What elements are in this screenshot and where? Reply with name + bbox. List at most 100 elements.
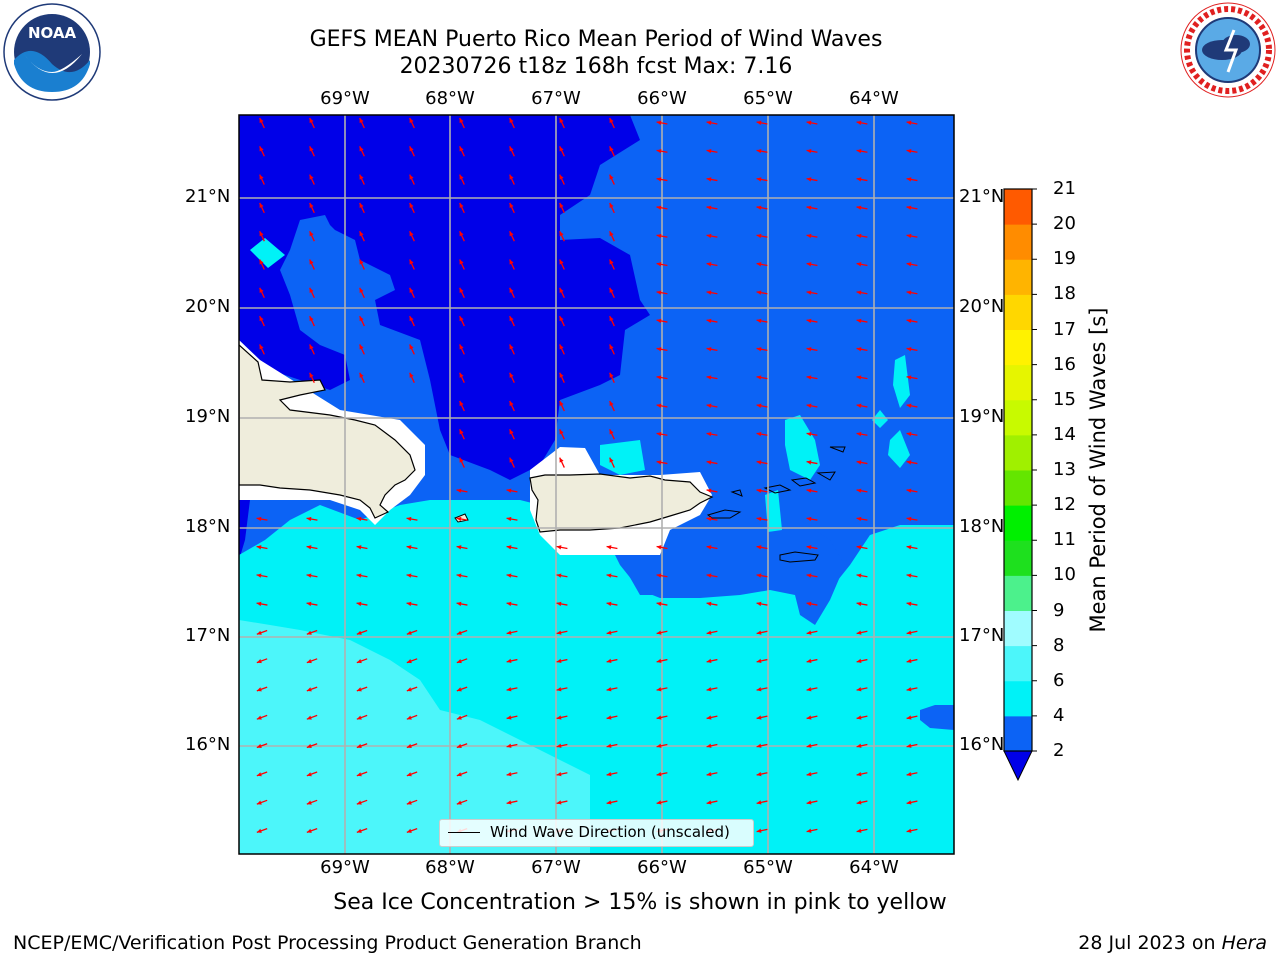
wave-direction-arrowhead	[756, 658, 762, 664]
wave-direction-arrowhead	[806, 375, 812, 380]
wave-direction-arrowhead	[906, 771, 912, 777]
wave-direction-arrowhead	[906, 488, 912, 493]
wave-direction-arrowhead	[506, 658, 512, 664]
contour-band-6-8	[239, 620, 590, 854]
wave-direction-arrowhead	[706, 488, 712, 493]
wave-direction-arrowhead	[806, 828, 812, 833]
wave-direction-arrowhead	[606, 601, 612, 607]
wave-direction-arrowhead	[509, 372, 514, 378]
wave-direction-arrowhead	[856, 715, 862, 720]
lat-label-left-21n: 21°N	[185, 186, 231, 207]
wave-direction-arrowhead	[656, 800, 662, 805]
wave-direction-arrowhead	[906, 573, 912, 578]
wave-direction-arrowhead	[406, 630, 412, 635]
wave-direction-arrowhead	[756, 177, 762, 182]
wave-direction-arrowhead	[409, 202, 414, 208]
lon-label-top-67w: 67°W	[531, 88, 581, 109]
wave-direction-arrowhead	[406, 715, 412, 720]
lon-label-bottom-67w: 67°W	[531, 857, 581, 878]
wave-direction-arrowhead	[359, 316, 364, 322]
wave-direction-arrowhead	[459, 231, 464, 237]
wave-direction-arrowhead	[456, 488, 462, 493]
wave-direction-arrowhead	[706, 148, 712, 154]
colorbar-segment	[1004, 224, 1032, 260]
wave-direction-arrowhead	[756, 545, 762, 550]
lat-label-right-21n: 21°N	[959, 186, 1005, 207]
lon-label-top-64w: 64°W	[849, 88, 899, 109]
wave-direction-arrowhead	[856, 148, 862, 154]
wave-direction-arrowhead	[509, 429, 514, 435]
wave-direction-arrowhead	[806, 771, 812, 777]
lon-label-bottom-65w: 65°W	[743, 857, 793, 878]
colorbar-segment	[1004, 434, 1032, 471]
wave-direction-arrowhead	[906, 545, 912, 550]
wave-direction-arrowhead	[406, 687, 412, 692]
colorbar-segment	[1004, 715, 1032, 752]
wave-direction-arrowhead	[656, 743, 662, 748]
noaa-logo-text: NOAA	[28, 24, 77, 42]
wave-direction-arrowhead	[456, 800, 462, 805]
lat-label-left-19n: 19°N	[185, 406, 231, 427]
wave-direction-arrowhead	[459, 174, 464, 180]
colorbar-tick-label: 10	[1053, 564, 1076, 586]
wave-direction-arrowhead	[806, 573, 812, 578]
wave-direction-arrowhead	[856, 630, 862, 635]
colorbar-segment	[1004, 399, 1032, 436]
wave-direction-arrowhead	[906, 148, 912, 154]
wave-direction-arrowhead	[456, 687, 462, 692]
contour-band-below-2	[239, 115, 650, 480]
noaa-logo: NOAA	[2, 2, 102, 102]
wave-direction-arrowhead	[506, 715, 512, 720]
wave-direction-arrowhead	[656, 630, 662, 635]
land-virgin-islands	[730, 446, 846, 497]
colorbar-tick-label: 21	[1053, 178, 1076, 199]
wave-direction-arrowhead	[359, 174, 364, 180]
wave-direction-arrowhead	[359, 259, 364, 265]
colorbar-tick-label: 2	[1053, 740, 1065, 761]
wave-direction-arrowhead	[706, 460, 712, 465]
wave-direction-arrowhead	[406, 828, 412, 833]
footer-date-text: 28 Jul 2023 on	[1078, 932, 1222, 954]
wave-direction-arrowhead	[256, 516, 262, 522]
wave-direction-arrowhead	[409, 259, 414, 265]
wave-direction-arrowhead	[609, 429, 614, 435]
wave-direction-arrowhead	[806, 318, 812, 324]
wave-direction-arrowhead	[756, 800, 762, 805]
wave-direction-arrowhead	[559, 146, 564, 152]
wave-direction-arrowhead	[856, 262, 862, 267]
colorbar-tick-label: 13	[1053, 459, 1076, 480]
wave-direction-arrowhead	[406, 658, 412, 664]
wave-direction-arrowhead	[856, 233, 862, 239]
contour-4-6-patch-b	[893, 355, 910, 408]
wave-direction-arrowhead	[406, 743, 412, 748]
wave-direction-arrowhead	[806, 743, 812, 748]
wave-direction-arrowhead	[706, 290, 712, 295]
wave-direction-arrowhead	[459, 259, 464, 265]
wave-direction-arrowhead	[309, 316, 314, 322]
wave-direction-arrowhead	[559, 372, 564, 378]
contour-4-6-patch-c	[888, 430, 910, 468]
wave-direction-arrowhead	[309, 344, 314, 350]
wave-direction-arrowhead	[606, 800, 612, 805]
wave-direction-arrowhead	[656, 545, 662, 550]
wave-direction-arrowhead	[356, 573, 362, 578]
wave-direction-arrowhead	[706, 715, 712, 720]
wave-direction-arrowhead	[806, 403, 812, 408]
wave-direction-arrowhead	[256, 715, 262, 720]
wave-direction-arrowhead	[856, 375, 862, 380]
wave-direction-arrowhead	[706, 318, 712, 324]
wave-direction-arrowhead	[856, 545, 862, 550]
wave-direction-arrowhead	[256, 545, 262, 550]
wave-direction-arrowhead	[806, 488, 812, 493]
wave-direction-arrowhead	[309, 146, 314, 152]
wave-direction-arrowhead	[559, 344, 564, 350]
wave-direction-arrowhead	[906, 233, 912, 239]
wave-direction-arrowhead	[606, 573, 612, 578]
wave-direction-arrowhead	[259, 118, 264, 124]
wave-direction-arrowhead	[906, 318, 912, 324]
wave-direction-arrowhead	[559, 287, 564, 293]
wave-direction-arrowhead	[856, 488, 862, 493]
wave-direction-arrowhead	[406, 573, 412, 578]
wave-direction-arrowhead	[306, 772, 312, 777]
colorbar-segment	[1004, 259, 1032, 295]
